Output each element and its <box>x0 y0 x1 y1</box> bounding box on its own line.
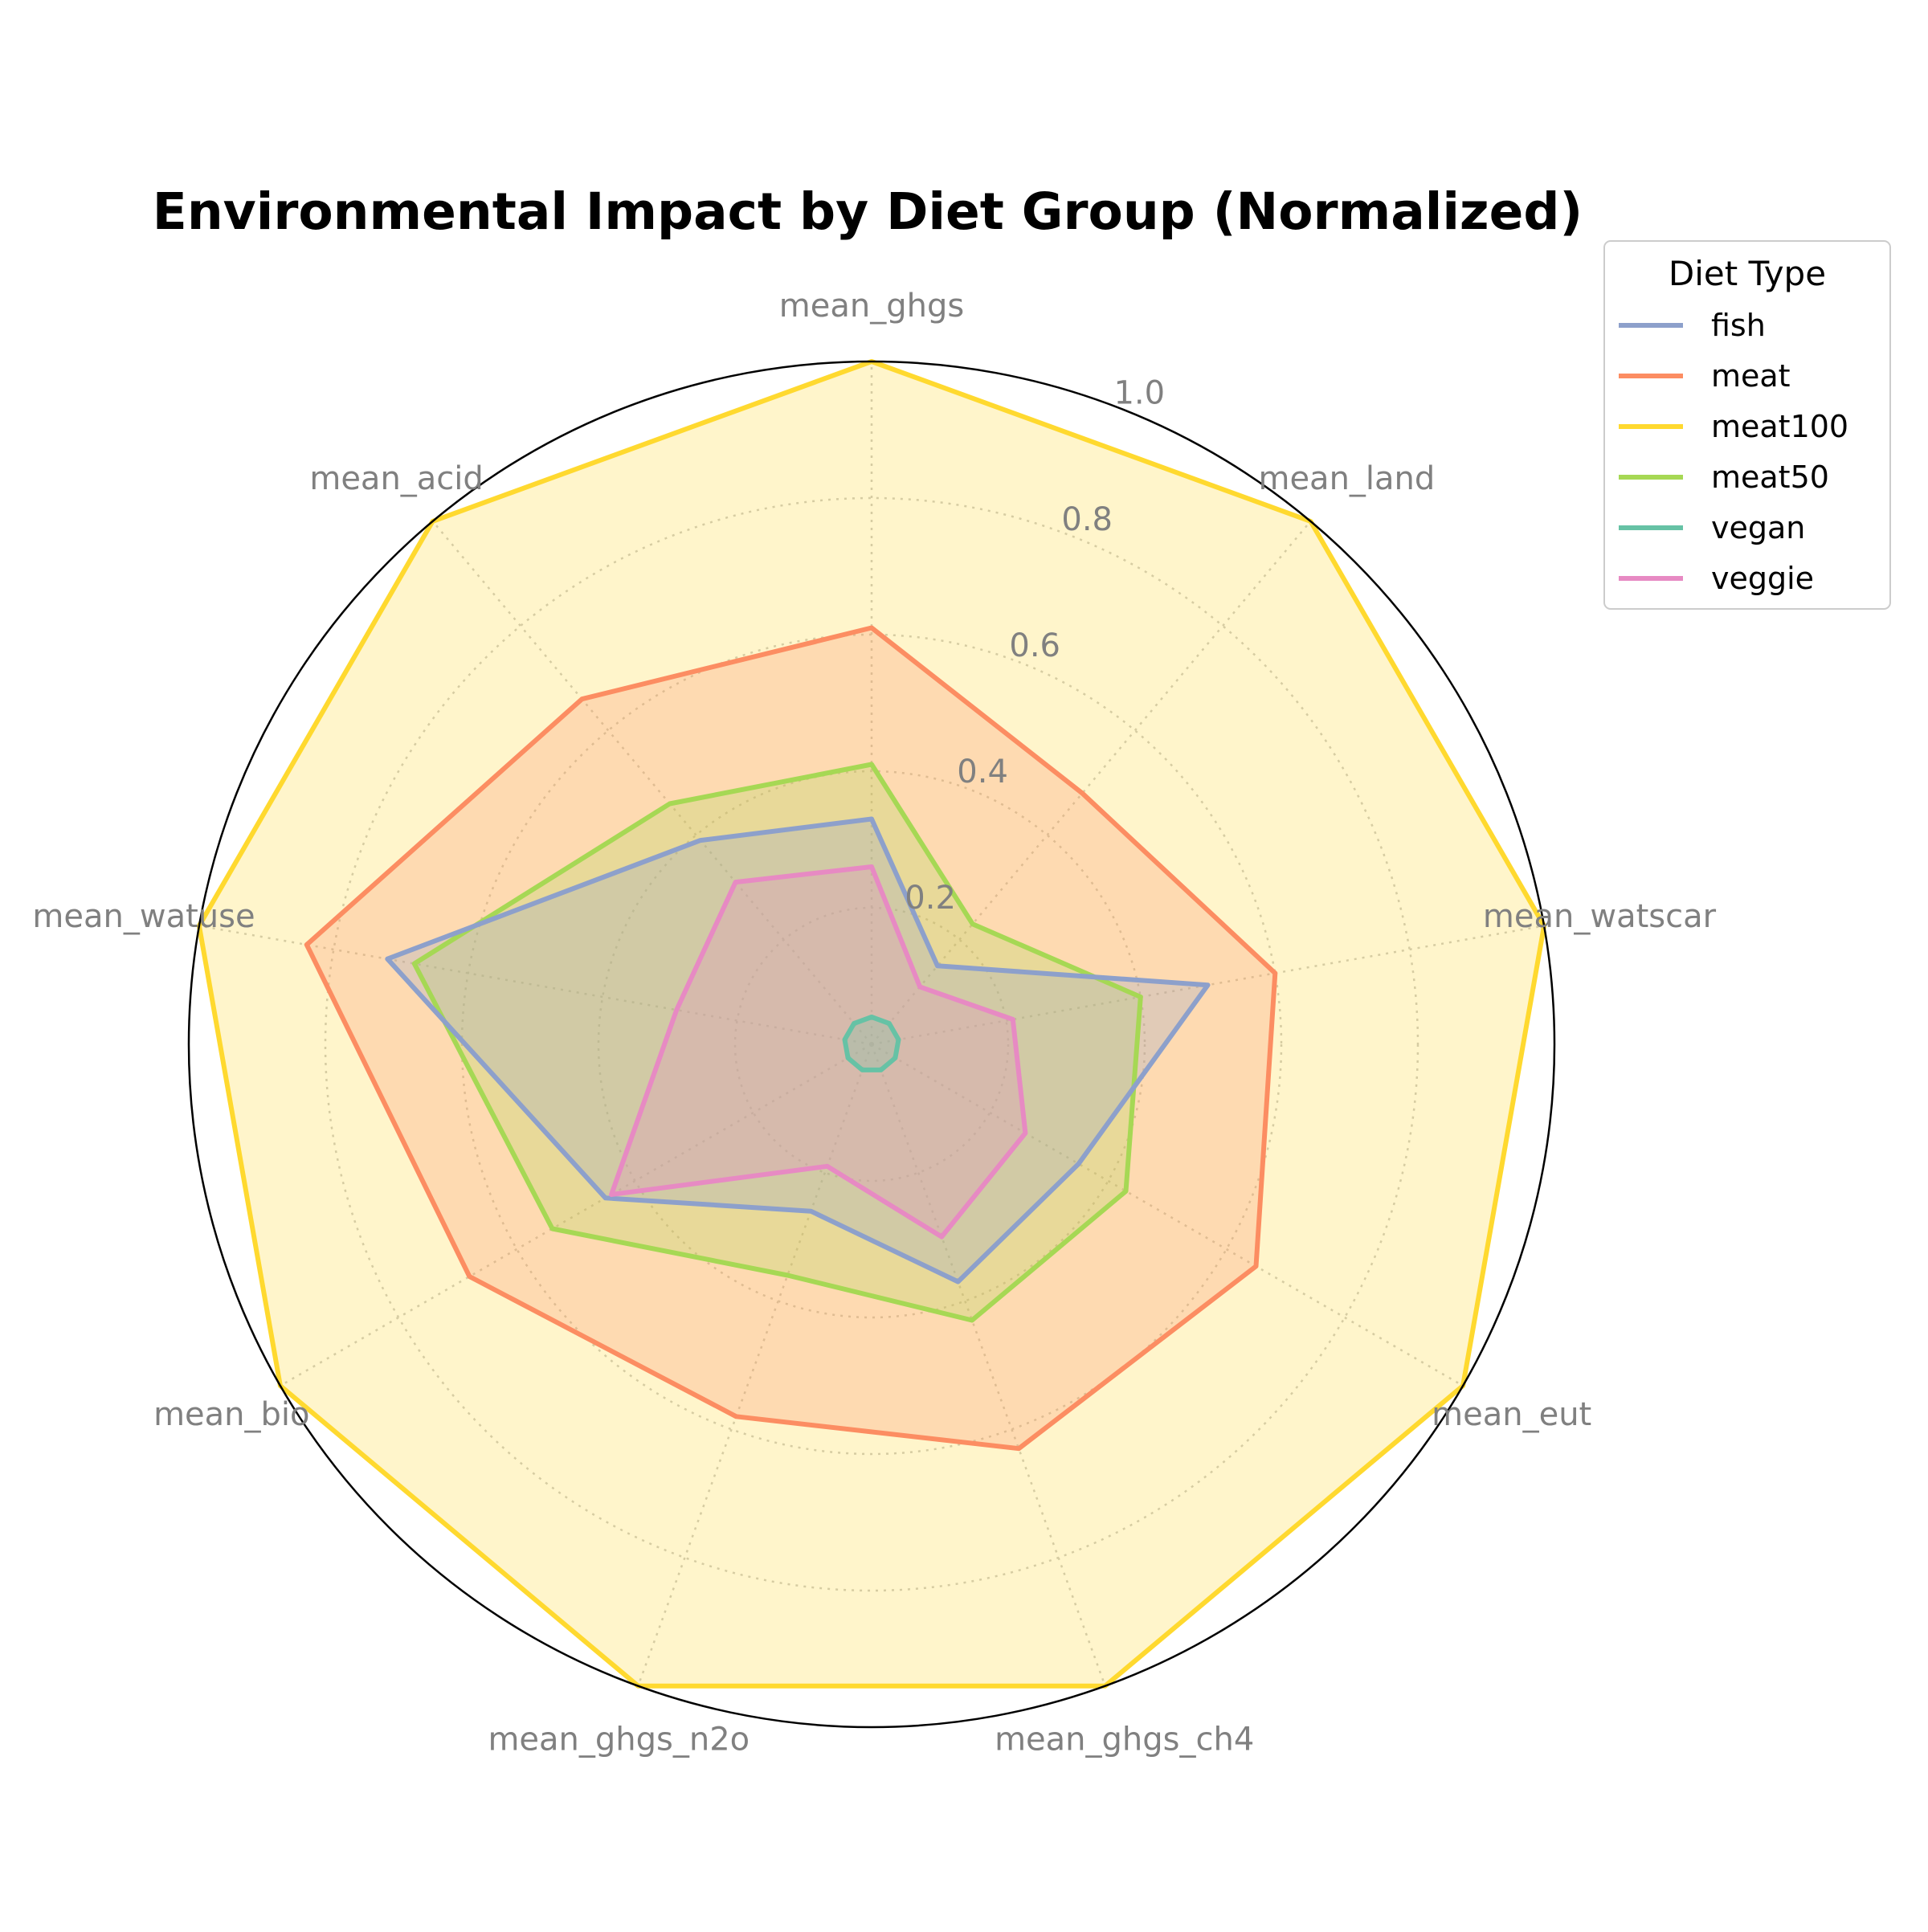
grid-ring-3 <box>324 496 1419 1592</box>
series-line-vegan <box>842 1015 901 1072</box>
spoke-mean_ghgs_n2o <box>637 1044 873 1687</box>
spoke-mean_watuse <box>198 925 872 1046</box>
grid-layer <box>198 361 1545 1687</box>
legend-label-meat: meat <box>1711 358 1791 394</box>
series-fill-fish <box>387 819 1208 1282</box>
legend-label-fish: fish <box>1711 308 1766 343</box>
axis-label-mean_acid: mean_acid <box>309 460 483 497</box>
legend-items: fish meat meat100 meat50 vegan veggie <box>1619 308 1848 596</box>
r-tick-label-4: 1.0 <box>1113 375 1165 412</box>
axis-label-mean_watscar: mean_watscar <box>1483 898 1717 935</box>
r-tick-label-2: 0.6 <box>1009 627 1060 664</box>
series-fill-veggie <box>611 867 1026 1237</box>
axis-label-mean_ghgs_n2o: mean_ghgs_n2o <box>488 1722 750 1758</box>
series-line-meat100 <box>196 359 1547 1689</box>
axis-label-mean_land: mean_land <box>1258 460 1435 497</box>
legend-title: Diet Type <box>1669 254 1826 293</box>
spoke-mean_ghgs_ch4 <box>870 1044 1106 1687</box>
spoke-mean_bio <box>280 1043 872 1387</box>
legend-label-meat50: meat50 <box>1711 460 1829 495</box>
axis-label-mean_ghgs_ch4: mean_ghgs_ch4 <box>995 1722 1254 1758</box>
series-layer <box>196 359 1547 1689</box>
series-line-veggie <box>609 864 1028 1240</box>
legend-label-meat100: meat100 <box>1711 409 1848 444</box>
polar-spine <box>187 360 1556 1729</box>
legend-label-veggie: veggie <box>1711 561 1814 596</box>
spoke-mean_eut <box>871 1043 1464 1387</box>
spoke-mean_land <box>871 521 1312 1045</box>
axis-label-mean_watuse: mean_watuse <box>32 898 255 935</box>
r-tick-label-1: 0.4 <box>957 754 1008 790</box>
outer-spine <box>187 360 1556 1729</box>
radial-tick-labels: 0.2 0.4 0.6 0.8 1.0 <box>905 375 1165 917</box>
series-fill-meat <box>306 627 1276 1449</box>
axis-label-mean_bio: mean_bio <box>153 1396 309 1433</box>
spoke-mean_acid <box>431 521 872 1045</box>
series-fill-meat100 <box>198 361 1545 1686</box>
grid-ring-2 <box>460 633 1283 1456</box>
series-line-fish <box>385 816 1211 1285</box>
r-tick-label-3: 0.8 <box>1061 501 1113 538</box>
series-line-meat <box>304 625 1278 1452</box>
spoke-mean_watscar <box>871 925 1545 1046</box>
r-tick-label-0: 0.2 <box>905 880 956 917</box>
axis-labels: mean_ghgsmean_landmean_watscarmean_eutme… <box>32 288 1716 1758</box>
axis-label-mean_ghgs: mean_ghgs <box>779 288 964 325</box>
legend-label-vegan: vegan <box>1711 510 1805 545</box>
series-fill-vegan <box>844 1017 899 1070</box>
series-line-meat50 <box>411 762 1143 1323</box>
chart-title: Environmental Impact by Diet Group (Norm… <box>153 182 1583 241</box>
legend: Diet Type fish meat meat100 meat50 vegan vegg… <box>1603 240 1891 610</box>
legend-frame <box>1603 240 1891 610</box>
axis-label-mean_eut: mean_eut <box>1432 1396 1591 1433</box>
